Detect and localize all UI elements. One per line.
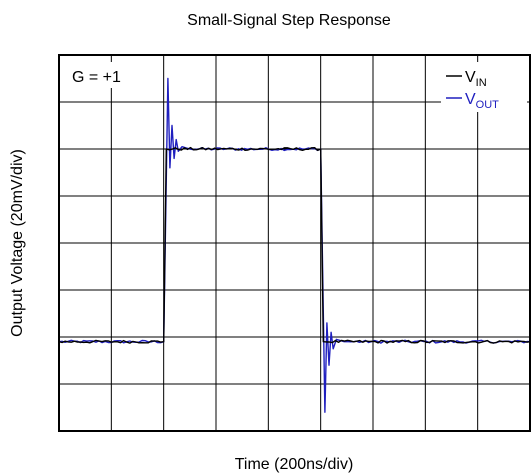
y-axis-label: Output Voltage (20mV/div) — [9, 149, 26, 337]
legend-vin-label: VIN — [465, 69, 487, 89]
legend-vin-sub: IN — [476, 77, 487, 89]
annotation-background — [66, 62, 143, 88]
vout-trace — [58, 77, 531, 413]
x-axis-label: Time (200ns/div) — [235, 456, 354, 473]
plot-frame — [58, 54, 531, 432]
chart-title: Small-Signal Step Response — [187, 12, 391, 29]
plot-grid — [59, 55, 530, 431]
legend-background — [441, 62, 527, 112]
legend-vout-label: VOUT — [465, 91, 499, 111]
legend-vin-main: V — [465, 69, 476, 86]
legend-vout-main: V — [465, 91, 476, 108]
legend: VIN VOUT — [441, 62, 527, 112]
gain-annotation: G = +1 — [72, 69, 121, 86]
legend-vout-sub: OUT — [476, 99, 500, 111]
plot-traces — [58, 77, 531, 413]
vin-trace — [58, 146, 531, 344]
